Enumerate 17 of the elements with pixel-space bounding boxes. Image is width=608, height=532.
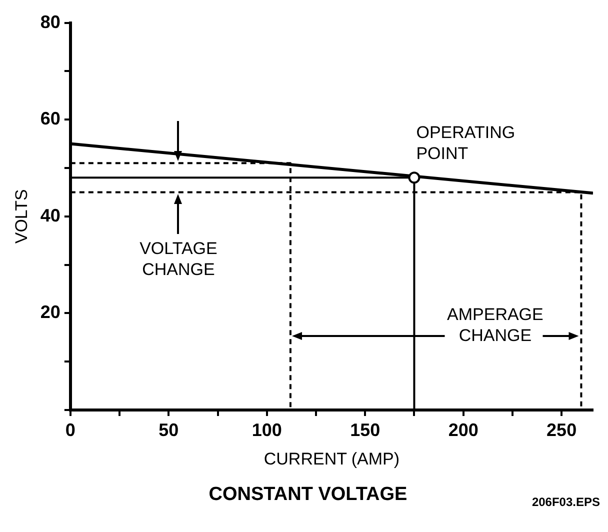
text: CONSTANT VOLTAGE bbox=[208, 484, 408, 505]
x-tick-label: 200 bbox=[448, 420, 478, 440]
annotation: AMPERAGE CHANGE bbox=[446, 304, 544, 346]
y-tick-label: 80 bbox=[40, 12, 60, 32]
x-tick-label: 250 bbox=[546, 420, 577, 440]
y-tick-label: 40 bbox=[40, 205, 60, 226]
annotation: OPERATING POINT bbox=[416, 122, 516, 164]
text: 206F03.EPS bbox=[532, 494, 600, 511]
y-tick-label: 20 bbox=[40, 302, 60, 322]
x-axis-title: CURRENT (AMP) bbox=[264, 449, 400, 468]
x-tick-label: 50 bbox=[158, 420, 179, 440]
y-tick-label: 60 bbox=[40, 108, 60, 129]
annotation: VOLTAGE CHANGE bbox=[138, 238, 218, 280]
x-tick-label: 150 bbox=[350, 420, 380, 440]
x-tick-label: 0 bbox=[65, 420, 76, 440]
x-tick-label: 100 bbox=[252, 420, 282, 440]
y-axis-title: VOLTS bbox=[12, 189, 31, 244]
